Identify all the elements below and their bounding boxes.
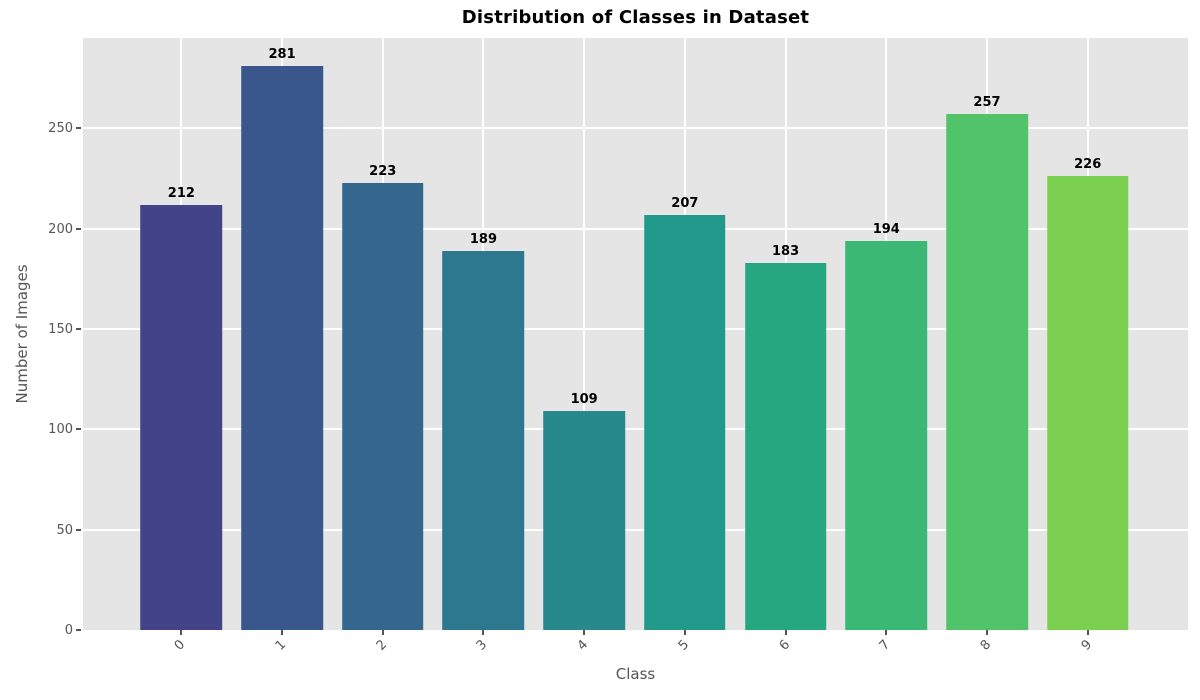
x-tick-label: 0 xyxy=(172,637,189,654)
h-gridline xyxy=(83,227,1188,230)
bars-container: 212 0 281 1 223 2 189 3 109 4 207 5 183 6 194 7 257 8 226 9 xyxy=(131,38,1138,654)
bar xyxy=(140,204,223,630)
y-tick-mark xyxy=(76,327,81,330)
bar-value-label: 207 xyxy=(671,195,699,211)
bar-value-label: 226 xyxy=(1074,157,1102,173)
category-slot: 207 5 xyxy=(635,38,736,654)
category-slot: 281 1 xyxy=(232,38,333,654)
x-tick-mark xyxy=(281,630,284,635)
category-slot: 194 7 xyxy=(836,38,937,654)
h-gridline xyxy=(83,127,1188,130)
x-tick-label: 9 xyxy=(1078,637,1095,654)
x-tick-mark xyxy=(180,630,183,635)
bar xyxy=(543,411,625,630)
category-slot: 212 0 xyxy=(131,38,232,654)
x-tick-mark xyxy=(583,630,586,635)
x-tick-label: 6 xyxy=(776,637,793,654)
bar xyxy=(442,250,525,630)
bar-value-label: 223 xyxy=(369,163,397,179)
category-slot: 183 6 xyxy=(735,38,836,654)
x-tick-mark xyxy=(381,630,384,635)
x-tick-label: 7 xyxy=(877,637,894,654)
x-tick-label: 4 xyxy=(574,637,592,654)
y-tick-label: 200 xyxy=(48,221,73,237)
bar xyxy=(946,114,1028,630)
y-tick-mark xyxy=(76,127,81,130)
x-tick-mark xyxy=(985,630,988,635)
x-tick-mark xyxy=(885,630,888,635)
bar-value-label: 183 xyxy=(771,243,800,259)
y-tick-mark xyxy=(76,428,81,431)
x-tick-mark xyxy=(1086,630,1089,635)
category-slot: 109 4 xyxy=(534,38,635,654)
x-tick-label: 1 xyxy=(272,637,290,654)
chart-title: Distribution of Classes in Dataset xyxy=(461,7,810,28)
y-tick-label: 100 xyxy=(48,422,73,438)
plot-area: 212 0 281 1 223 2 189 3 109 4 207 5 183 6 194 7 257 8 226 9… xyxy=(48,38,1188,654)
bar-value-label: 212 xyxy=(167,185,195,201)
category-slot: 223 2 xyxy=(332,38,433,654)
bar xyxy=(241,66,323,630)
y-tick-mark xyxy=(76,227,81,230)
bar-value-label: 109 xyxy=(570,392,598,408)
x-tick-label: 3 xyxy=(474,637,491,654)
y-axis-label: Number of Images xyxy=(13,264,31,404)
x-tick-mark xyxy=(683,630,686,635)
y-tick-label: 250 xyxy=(48,121,73,137)
category-slot: 189 3 xyxy=(433,38,534,654)
category-slot: 257 8 xyxy=(937,38,1038,654)
bar xyxy=(1046,176,1129,630)
bar-value-label: 194 xyxy=(872,221,900,237)
x-tick-label: 5 xyxy=(675,637,693,654)
x-tick-label: 2 xyxy=(373,637,390,654)
x-tick-mark xyxy=(784,630,787,635)
y-tick-mark xyxy=(76,528,81,531)
x-axis-label: Class xyxy=(615,665,656,683)
category-slot: 226 9 xyxy=(1037,38,1138,654)
h-gridline xyxy=(83,327,1188,330)
y-tick-label: 150 xyxy=(48,321,73,337)
bar xyxy=(644,214,726,630)
bar xyxy=(341,182,424,630)
y-tick-label: 50 xyxy=(56,522,73,538)
y-tick-mark xyxy=(76,629,81,631)
bar-value-label: 281 xyxy=(268,47,296,63)
bar-value-label: 189 xyxy=(469,231,498,247)
x-tick-label: 8 xyxy=(977,637,995,654)
y-tick-label: 0 xyxy=(64,623,73,638)
v-gridline xyxy=(583,38,586,630)
x-tick-mark xyxy=(482,630,485,635)
bar xyxy=(845,240,928,630)
h-gridline xyxy=(83,428,1188,431)
bar-value-label: 257 xyxy=(973,95,1001,111)
bar xyxy=(744,262,827,630)
h-gridline xyxy=(83,528,1188,531)
